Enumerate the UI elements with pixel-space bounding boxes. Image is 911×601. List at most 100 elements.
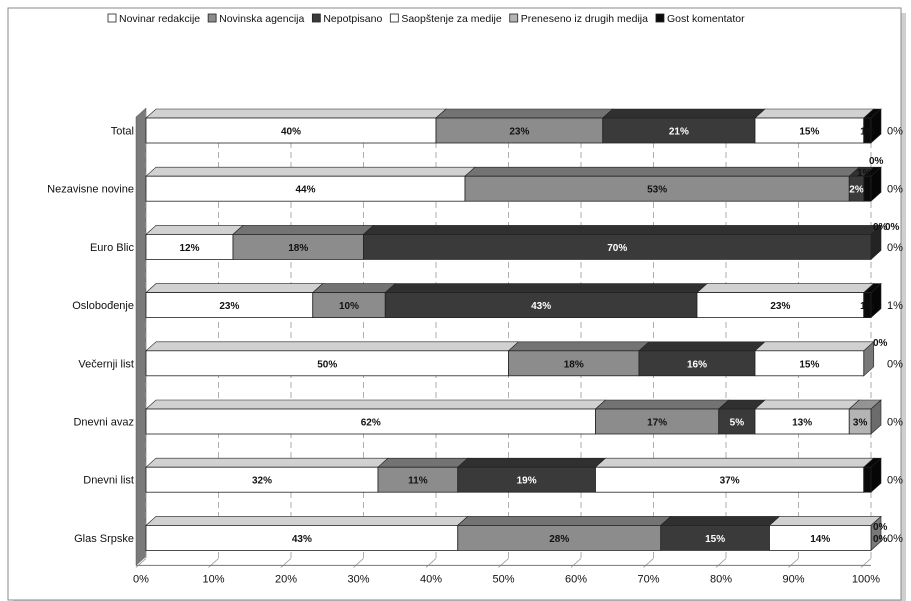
data-label: 23%	[770, 301, 790, 312]
category-label: Euro Blic	[90, 242, 135, 254]
bar-top-face	[594, 399, 730, 410]
category-group: Večernji list 50% 18% 16% 15% 0%	[78, 341, 903, 377]
data-label: 19%	[517, 476, 537, 487]
bar-top-face	[145, 516, 469, 526]
data-label: 1%	[860, 301, 875, 312]
data-label: 17%	[647, 418, 667, 429]
bar-top-face	[464, 166, 861, 177]
right-label: 1%	[887, 300, 903, 312]
data-label: 23%	[219, 301, 239, 312]
data-label: 43%	[531, 301, 551, 312]
data-label: 18%	[564, 359, 584, 370]
bar-segment	[145, 525, 459, 551]
bar-segment	[232, 233, 364, 260]
data-label: 40%	[281, 127, 301, 138]
legend-swatch	[107, 13, 117, 23]
x-tick-label: 60%	[565, 573, 587, 585]
bar-top-face	[145, 283, 324, 293]
bar-top-face	[754, 108, 875, 119]
bar-segment	[602, 117, 756, 144]
data-label: 32%	[252, 476, 272, 487]
bar-segment	[595, 466, 865, 493]
legend-label: Saopštenje za medije	[401, 13, 502, 25]
bar-segment	[769, 525, 872, 551]
side-label: 0%	[873, 534, 888, 545]
data-label: 53%	[647, 185, 667, 196]
data-label: 3%	[853, 418, 868, 429]
legend-label: Nepotpisano	[323, 13, 382, 25]
bar-segment	[718, 408, 756, 435]
bar-segment	[848, 408, 872, 435]
bar-top-face	[145, 341, 520, 352]
category-group: Nezavisne novine 44% 53% 2% 0%	[47, 166, 903, 202]
bar-segment	[754, 350, 865, 377]
category-label: Dnevni list	[83, 475, 134, 487]
data-label: 44%	[295, 185, 315, 196]
right-label: 0%	[887, 126, 903, 138]
bar-segment	[638, 350, 756, 377]
legend-swatch	[655, 13, 665, 23]
bar-top-face	[145, 457, 389, 468]
bar-top-face	[594, 457, 875, 468]
bar-top-face	[145, 225, 244, 235]
legend-label: Gost komentator	[667, 13, 745, 25]
category-label: Oslobođenje	[72, 300, 134, 312]
bar-segment	[464, 175, 850, 202]
data-label: 15%	[705, 534, 725, 545]
data-label: 13%	[792, 418, 812, 429]
side-label: 0%	[873, 338, 888, 349]
side-label: 0%	[885, 222, 900, 233]
right-label: 0%	[887, 533, 903, 545]
bar-top-face	[696, 283, 875, 293]
category-group: Dnevni list 32% 11% 19% 37% 0%	[83, 457, 903, 493]
data-label: 15%	[799, 127, 819, 138]
data-label: 2%	[849, 185, 864, 196]
bar-top-face	[768, 516, 882, 526]
category-label: Nezavisne novine	[47, 184, 134, 196]
data-label: 11%	[408, 476, 428, 487]
data-label: 15%	[799, 359, 819, 370]
category-group: Glas Srpske 43% 28% 15% 14% 0%	[74, 515, 903, 552]
data-label: 10%	[339, 301, 359, 312]
data-label: 50%	[317, 359, 337, 370]
bar-segment	[457, 466, 596, 493]
legend-label: Novinska agencija	[219, 13, 304, 25]
bar-top-face	[384, 283, 708, 293]
bar-top-face	[377, 457, 469, 468]
side-label: 1%	[857, 168, 872, 179]
bar-top-face	[145, 399, 607, 410]
bar-top-face	[601, 108, 766, 119]
bar-top-face	[435, 108, 614, 119]
x-tick-label: 50%	[492, 573, 514, 585]
bar-top-face	[456, 457, 607, 468]
right-label: 0%	[887, 358, 903, 370]
data-label: 62%	[361, 418, 381, 429]
category-label: Dnevni avaz	[73, 417, 134, 429]
x-tick-label: 20%	[275, 573, 297, 585]
data-label: 70%	[607, 243, 627, 254]
bar-segment	[377, 466, 459, 493]
x-tick-label: 10%	[202, 573, 224, 585]
legend-swatch	[509, 13, 519, 23]
x-tick-label: 40%	[420, 573, 442, 585]
bar-segment	[863, 466, 872, 493]
legend-label: Preneseno iz drugih medija	[521, 13, 648, 25]
bar-segment	[508, 350, 640, 377]
bar-segment	[145, 233, 234, 260]
category-group: Total 40% 23% 21% 15% 1% 0%	[111, 108, 903, 144]
bar-segment	[384, 292, 698, 319]
data-label: 14%	[810, 534, 830, 545]
data-label: 23%	[509, 127, 529, 138]
right-label: 0%	[887, 417, 903, 429]
bar-top-face	[754, 399, 861, 410]
data-label: 21%	[669, 127, 689, 138]
side-label: 0%	[869, 156, 884, 167]
bar-top-face	[311, 283, 397, 293]
data-label: 5%	[730, 418, 745, 429]
bar-top-face	[145, 108, 447, 119]
x-tick-label: 100%	[852, 573, 880, 585]
data-label: 37%	[720, 476, 740, 487]
legend-label: Novinar redakcije	[119, 13, 200, 25]
